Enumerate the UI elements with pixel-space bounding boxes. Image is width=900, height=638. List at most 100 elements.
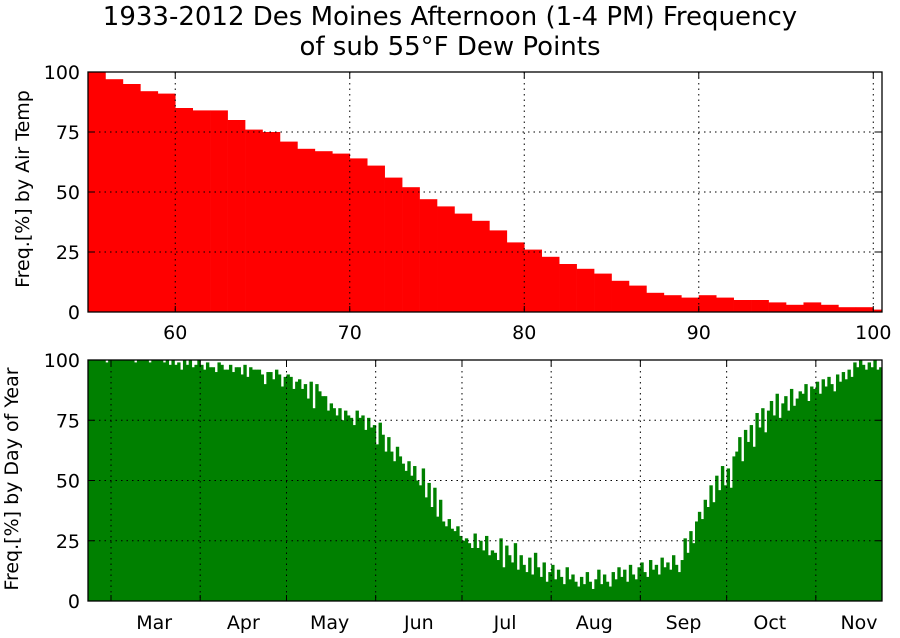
bar-day-248 — [798, 391, 802, 601]
bar-day-213 — [697, 511, 702, 601]
bar-day-148 — [510, 562, 515, 601]
bar-day-229 — [743, 429, 748, 601]
bar-day-224 — [729, 487, 733, 601]
bar-day-51 — [231, 372, 236, 601]
bar-day-61 — [260, 374, 264, 601]
bar-day-165 — [559, 576, 564, 601]
bar-day-24 — [154, 360, 158, 601]
bar-day-8 — [108, 360, 112, 601]
bar-day-5 — [99, 360, 103, 601]
bar-day-113 — [410, 475, 414, 601]
bar-day-202 — [666, 562, 670, 601]
bar-day-142 — [493, 552, 498, 601]
bar-day-158 — [539, 576, 544, 601]
bar-day-168 — [568, 579, 572, 601]
bar-day-118 — [424, 497, 428, 601]
bar-day-23 — [151, 360, 155, 601]
bar-day-126 — [447, 519, 451, 601]
bar-temp-87 — [646, 292, 665, 312]
bar-temp-82 — [559, 264, 577, 312]
bar-day-81 — [318, 391, 322, 601]
bar-day-86 — [332, 408, 336, 601]
bar-day-253 — [812, 388, 817, 601]
bar-day-111 — [404, 470, 408, 601]
bar-temp-74 — [419, 199, 438, 312]
bar-temp-57 — [122, 84, 141, 312]
bar-temp-86 — [628, 285, 647, 312]
bar-day-242 — [781, 403, 785, 601]
bar-day-178 — [597, 569, 601, 601]
bar-day-228 — [741, 461, 745, 601]
bar-day-270 — [861, 364, 866, 601]
x-tick-label-100: 100 — [855, 322, 891, 340]
bar-temp-66 — [279, 141, 298, 312]
bar-temp-85 — [611, 280, 630, 312]
bar-day-172 — [579, 576, 584, 601]
bar-day-109 — [398, 456, 403, 601]
bar-day-198 — [654, 564, 659, 601]
bar-day-195 — [646, 576, 650, 601]
bar-day-197 — [651, 569, 656, 601]
y-tick-label-50: 50 — [56, 471, 80, 493]
bar-day-104 — [384, 451, 388, 601]
bar-day-239 — [772, 415, 777, 601]
bar-day-108 — [395, 446, 400, 601]
bar-day-214 — [700, 519, 705, 601]
bar-day-275 — [876, 369, 880, 601]
bar-day-123 — [438, 499, 443, 601]
bar-day-139 — [485, 535, 489, 601]
bar-day-186 — [620, 576, 624, 601]
bar-day-156 — [533, 552, 538, 601]
y-tick-label-0: 0 — [68, 591, 80, 613]
bar-day-119 — [427, 482, 431, 601]
bar-day-40 — [200, 364, 204, 601]
bar-day-152 — [522, 564, 526, 601]
bar-day-69 — [283, 376, 287, 601]
bar-day-259 — [830, 384, 834, 601]
bar-day-222 — [723, 485, 728, 601]
bar-day-19 — [139, 360, 144, 601]
bar-day-7 — [105, 362, 109, 601]
bar-day-244 — [787, 410, 791, 601]
bar-day-79 — [312, 408, 316, 601]
bar-day-128 — [453, 531, 457, 601]
bar-day-101 — [375, 444, 380, 601]
bar-day-105 — [387, 437, 391, 601]
bar-day-117 — [421, 468, 426, 601]
bar-day-167 — [565, 567, 569, 601]
bar-day-147 — [508, 555, 512, 601]
bar-day-250 — [804, 384, 808, 601]
bar-day-26 — [159, 360, 164, 601]
bar-day-102 — [378, 422, 382, 601]
bar-temp-62 — [210, 110, 228, 313]
bar-day-211 — [692, 543, 696, 601]
y-tick-label-0: 0 — [68, 302, 80, 324]
chart-title-line-2: of sub 55°F Dew Points — [299, 32, 601, 62]
bar-temp-83 — [576, 268, 595, 312]
bar-day-174 — [585, 572, 590, 601]
bar-day-137 — [479, 540, 483, 601]
bar-day-231 — [749, 425, 754, 601]
bar-day-217 — [709, 485, 713, 601]
bar-day-89 — [341, 420, 345, 601]
bar-day-138 — [482, 550, 486, 601]
bar-day-145 — [502, 567, 506, 601]
bar-temp-89 — [681, 297, 700, 312]
bar-day-30 — [171, 360, 175, 601]
bar-day-87 — [335, 415, 339, 601]
bar-day-264 — [844, 379, 848, 601]
bar-temp-75 — [437, 206, 455, 312]
bar-day-59 — [254, 369, 259, 601]
bar-temp-67 — [297, 148, 316, 312]
bar-day-184 — [614, 579, 618, 601]
bar-day-183 — [611, 572, 615, 601]
bar-day-143 — [496, 560, 500, 601]
bar-day-46 — [217, 362, 221, 601]
plot-frame — [87, 71, 883, 313]
bar-day-38 — [194, 364, 198, 601]
bar-day-185 — [617, 567, 621, 601]
bar-day-67 — [277, 374, 282, 601]
bar-day-33 — [180, 369, 184, 601]
bar-day-42 — [205, 362, 210, 601]
bar-day-266 — [850, 376, 854, 601]
